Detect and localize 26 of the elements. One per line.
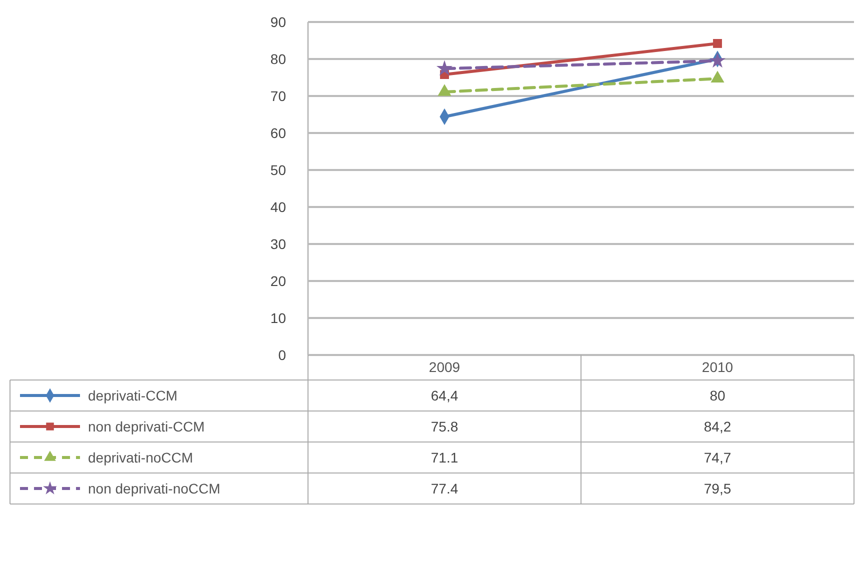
x-tick-label: 2010	[702, 359, 734, 375]
data-label: 71.1	[430, 449, 458, 466]
data-label: 77.4	[430, 480, 458, 496]
y-tick-label: 10	[270, 310, 286, 326]
y-tick-label: 40	[270, 198, 286, 215]
y-tick-label: 80	[270, 50, 286, 67]
data-label: 80	[710, 387, 726, 404]
legend-label: non deprivati-noCCM	[88, 480, 220, 496]
y-tick-label: 30	[270, 236, 286, 252]
y-tick-label: 90	[270, 14, 286, 30]
data-label: 84,2	[704, 418, 732, 434]
data-label: 75.8	[430, 418, 458, 434]
point	[713, 38, 722, 48]
y-tick-label: 20	[270, 272, 286, 289]
point	[436, 60, 453, 76]
data-label: 79,5	[704, 480, 732, 496]
y-tick-label: 60	[270, 124, 286, 141]
legend-label: non deprivati-CCM	[88, 418, 205, 434]
y-tick-label: 0	[278, 346, 286, 363]
data-label: 64,4	[430, 387, 458, 404]
legend-label: deprivati-noCCM	[88, 449, 194, 466]
x-tick-label: 2009	[428, 359, 460, 375]
y-tick-label: 70	[270, 88, 286, 104]
legend-label: deprivati-CCM	[88, 387, 178, 404]
data-label: 74,7	[704, 449, 732, 466]
y-tick-label: 50	[270, 162, 286, 178]
